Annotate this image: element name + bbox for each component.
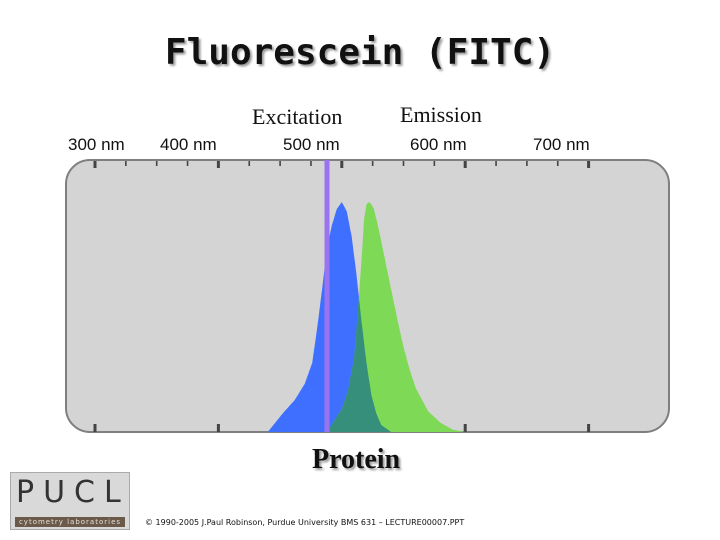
tick-top-625 <box>495 161 497 166</box>
tick-top-475 <box>310 161 312 166</box>
tick-top-325 <box>125 161 127 166</box>
tick-top-375 <box>186 161 189 166</box>
x-tick-label-500: 500 nm <box>283 135 340 154</box>
tick-bottom-600 <box>463 424 467 432</box>
protein-label: Protein <box>312 444 401 475</box>
logo-text: PUCL <box>16 475 130 510</box>
x-tick-label-400: 400 nm <box>160 135 217 154</box>
tick-top-400 <box>216 161 220 168</box>
laser-line-488 <box>324 160 330 432</box>
tick-top-525 <box>371 161 374 166</box>
copyright-text: © 1990-2005 J.Paul Robinson, Purdue Univ… <box>145 518 465 527</box>
tick-bottom-300 <box>93 424 97 432</box>
tick-top-700 <box>587 161 591 168</box>
tick-bottom-700 <box>587 424 591 432</box>
tick-top-450 <box>279 161 281 166</box>
tick-top-600 <box>463 161 467 168</box>
tick-top-425 <box>248 161 251 166</box>
overlap-area <box>327 298 392 432</box>
x-tick-label-300: 300 nm <box>68 135 125 154</box>
tick-top-575 <box>433 161 436 166</box>
logo-subtext: cytometry laboratories <box>15 517 125 527</box>
tick-top-300 <box>93 161 97 168</box>
tick-top-675 <box>556 161 559 166</box>
tick-top-650 <box>526 161 528 166</box>
excitation-label: Excitation <box>252 104 343 129</box>
slide-title: Fluorescein (FITC) <box>164 32 556 73</box>
tick-top-550 <box>402 161 405 166</box>
emission-label: Emission <box>400 102 482 127</box>
x-tick-label-600: 600 nm <box>410 135 467 154</box>
tick-top-500 <box>340 161 344 168</box>
x-tick-label-700: 700 nm <box>533 135 590 154</box>
tick-top-350 <box>155 161 158 166</box>
pucl-logo: PUCL cytometry laboratories <box>10 472 130 530</box>
tick-bottom-400 <box>216 424 220 432</box>
